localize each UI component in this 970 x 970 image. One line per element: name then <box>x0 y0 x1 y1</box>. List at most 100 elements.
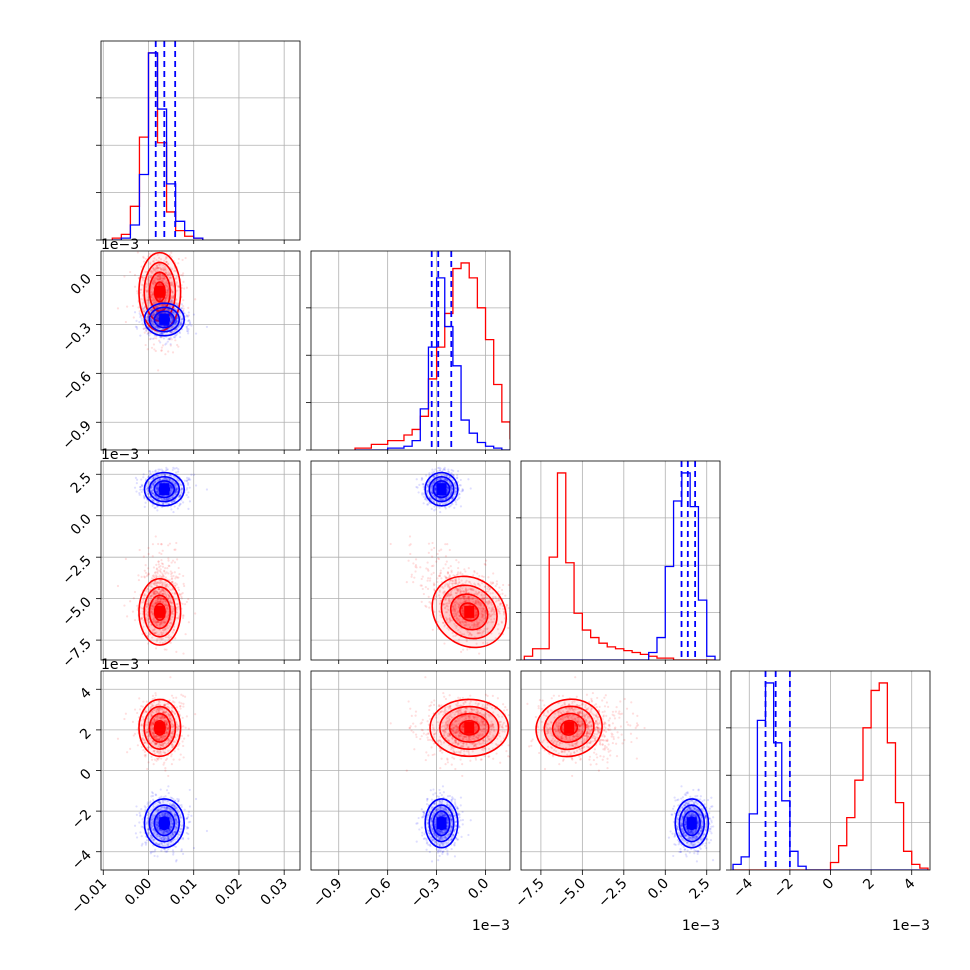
blue-sample-point <box>450 486 453 489</box>
red-sample-point <box>454 613 457 616</box>
blue-sample-point <box>146 488 149 491</box>
red-sample-point <box>507 583 510 587</box>
blue-sample-point <box>187 319 190 323</box>
red-sample-point <box>158 278 162 281</box>
blue-sample-point <box>179 502 182 505</box>
red-sample-point <box>161 275 165 278</box>
blue-sample-point <box>164 343 167 346</box>
panel-2-0 <box>96 460 301 664</box>
red-sample-point <box>177 586 180 589</box>
red-sample-point <box>166 636 169 639</box>
blue-sample-point <box>175 486 178 490</box>
blue-sample-point <box>170 327 173 330</box>
red-sample-point <box>442 586 445 590</box>
blue-sample-point <box>428 479 431 483</box>
red-sample-point <box>444 598 447 601</box>
blue-sample-point <box>171 496 174 499</box>
red-sample-point <box>159 581 162 584</box>
red-sample-point <box>136 290 139 293</box>
red-sample-point <box>153 583 156 587</box>
red-sample-point <box>522 606 524 608</box>
blue-sample-point <box>155 317 158 320</box>
blue-sample-point <box>173 322 177 325</box>
red-sample-point <box>447 597 451 601</box>
red-sample-point <box>427 577 430 580</box>
red-sample-point <box>153 575 156 578</box>
red-sample-point <box>158 569 162 573</box>
blue-sample-point <box>157 313 160 316</box>
blue-sample-point <box>144 478 148 481</box>
plot-area <box>354 251 510 450</box>
blue-sample-point <box>161 469 164 472</box>
blue-sample-point <box>180 487 183 490</box>
red-sample-point <box>161 565 165 568</box>
blue-sample-point <box>156 486 159 490</box>
red-sample-point <box>166 289 169 292</box>
red-sample-point <box>461 609 464 612</box>
red-sample-point <box>149 263 152 266</box>
red-sample-point <box>165 606 169 609</box>
red-sample-point <box>170 289 174 292</box>
red-sample-point <box>479 607 482 610</box>
red-sample-point <box>144 609 147 612</box>
red-sample-point <box>446 572 449 575</box>
red-sample-point <box>507 606 510 610</box>
red-sample-point <box>170 290 174 294</box>
red-sample-point <box>164 567 167 570</box>
blue-sample-point <box>185 488 188 491</box>
red-sample-point <box>152 279 155 283</box>
red-sample-point <box>486 587 489 590</box>
red-sample-point <box>458 614 461 617</box>
red-sample-point <box>147 255 150 258</box>
blue-sample-point <box>140 317 143 320</box>
red-sample-point <box>459 572 462 575</box>
red-sample-point <box>154 571 157 574</box>
red-sample-point <box>136 251 139 254</box>
blue-sample-point <box>179 494 182 497</box>
red-sample-point <box>415 566 418 569</box>
red-sample-point <box>166 584 169 588</box>
red-sample-point <box>502 607 505 611</box>
red-sample-point <box>528 587 530 589</box>
red-sample-point <box>154 590 157 593</box>
red-sample-point <box>159 623 162 626</box>
red-sample-point <box>489 615 492 618</box>
red-sample-point <box>170 282 174 286</box>
red-sample-point <box>159 274 162 277</box>
red-sample-point <box>171 580 174 584</box>
red-sample-point <box>468 631 471 634</box>
red-sample-point <box>157 597 160 600</box>
red-sample-point <box>159 276 162 279</box>
red-sample-point <box>153 632 156 635</box>
red-sample-point <box>149 261 152 264</box>
red-sample-point <box>482 629 486 633</box>
red-sample-point <box>171 290 174 293</box>
blue-sample-point <box>153 313 156 316</box>
blue-sample-point <box>160 468 163 471</box>
red-sample-point <box>478 574 481 578</box>
blue-sample-point <box>142 494 146 497</box>
red-sample-point <box>150 271 154 274</box>
red-sample-point <box>163 591 166 594</box>
red-sample-point <box>147 621 150 624</box>
blue-sample-point <box>441 494 444 497</box>
blue-sample-point <box>438 502 441 505</box>
blue-sample-point <box>177 468 180 471</box>
blue-sample-point <box>172 499 176 503</box>
red-sample-point <box>452 605 455 608</box>
red-sample-point <box>479 602 483 605</box>
red-sample-point <box>444 543 447 546</box>
red-sample-point <box>443 625 446 628</box>
red-sample-point <box>144 257 147 260</box>
red-sample-point <box>152 592 155 596</box>
red-sample-point <box>467 597 470 600</box>
red-sample-point <box>165 260 168 264</box>
blue-sample-point <box>154 470 157 473</box>
red-sample-point <box>443 642 446 645</box>
blue-sample-point <box>170 500 174 504</box>
blue-sample-point <box>173 499 176 502</box>
red-sample-point <box>443 603 446 606</box>
red-sample-point <box>476 621 479 624</box>
red-sample-point <box>182 307 185 310</box>
red-sample-point <box>464 587 468 590</box>
